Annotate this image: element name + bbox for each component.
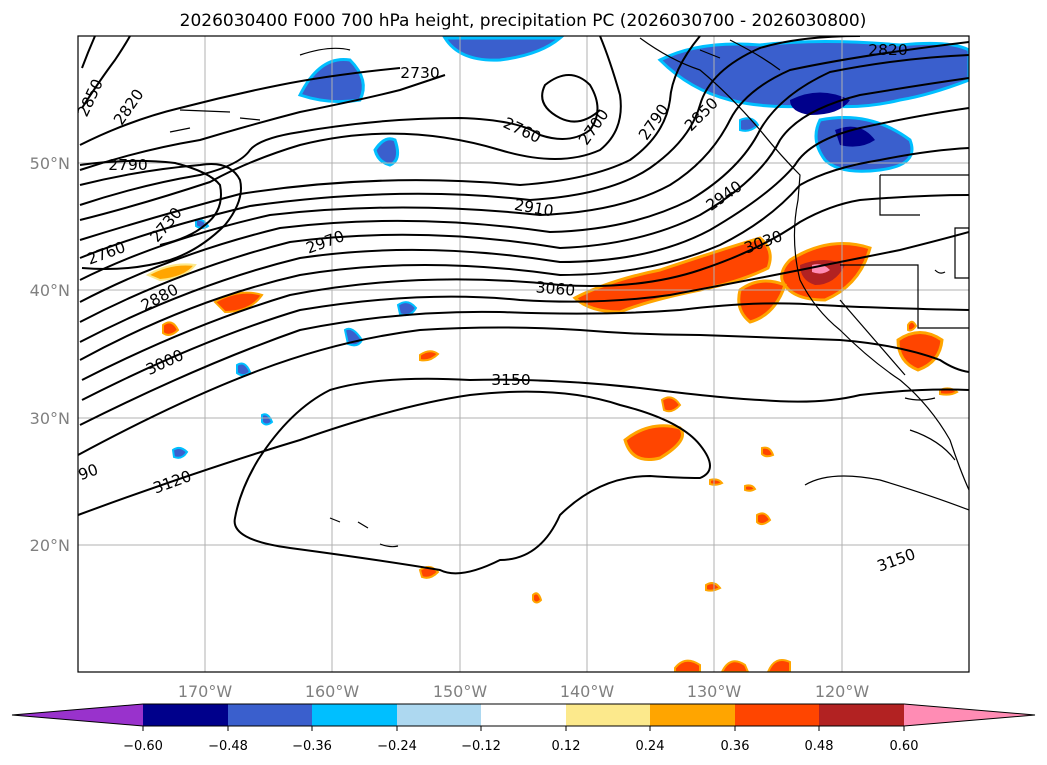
precip-area [373,137,400,167]
colorbar-tick-labels: −0.60 −0.48 −0.36 −0.24 −0.12 0.12 0.24 … [123,739,918,754]
precip-area [162,321,180,336]
lat-tick-label: 20°N [30,536,70,555]
colorbar-segment [228,704,312,726]
lon-tick-label: 150°W [433,682,488,701]
precip-area [737,279,787,324]
colorbar-segment [650,704,735,726]
contour-label: 90 [76,460,101,484]
lat-tick-label: 50°N [30,154,70,173]
latitude-tick-labels: 50°N 40°N 30°N 20°N [30,154,70,555]
precip-area [709,478,724,486]
lon-tick-label: 120°W [815,682,870,701]
colorbar-segment [819,704,904,726]
precip-area [660,396,682,413]
precip-area [261,413,274,426]
precip-area [756,512,772,526]
precip-area [766,659,791,672]
colorbar-segment [735,704,819,726]
precip-area [720,660,750,672]
colorbar-extend-low [12,704,143,726]
lat-tick-label: 40°N [30,281,70,300]
colorbar-tick-label: 0.48 [805,739,834,754]
precip-area [790,92,850,115]
lon-tick-label: 140°W [560,682,615,701]
colorbar-segment [566,704,650,726]
colorbar-tick-label: −0.36 [292,739,332,754]
colorbar-tick-label: 0.24 [636,739,665,754]
colorbar-tick-label: −0.60 [123,739,163,754]
precip-area [419,350,440,362]
colorbar-extend-high [904,704,1035,726]
precip-area [236,362,252,377]
colorbar-segment [397,704,481,726]
lon-tick-label: 160°W [305,682,360,701]
colorbar-segment [481,704,566,726]
colorbar-segment [143,704,228,726]
lat-tick-label: 30°N [30,409,70,428]
precip-area [907,320,918,332]
contour-label: 2730 [400,64,439,82]
precip-area [761,446,775,458]
colorbar-tick-label: −0.24 [377,739,417,754]
colorbar-tick-label: −0.12 [461,739,501,754]
map-panel[interactable]: 2850 2820 2730 2760 2700 2790 2850 2820 … [30,35,970,701]
precip-area [572,236,772,314]
colorbar-ticks [142,726,905,731]
longitude-tick-labels: 170°W 160°W 150°W 140°W 130°W 120°W [178,682,870,701]
precip-area [623,424,684,461]
map-frame [77,35,970,673]
colorbar-segment [312,704,397,726]
precip-area [744,484,757,492]
colorbar-tick-label: 0.12 [552,739,581,754]
precip-area [532,592,543,604]
precip-area [442,36,565,62]
precip-area [171,446,189,459]
colorbar-tick-label: 0.36 [721,739,750,754]
precip-area [674,659,701,672]
precip-area [705,582,722,592]
colorbar: −0.60 −0.48 −0.36 −0.24 −0.12 0.12 0.24 … [11,703,1036,754]
precip-positive-areas [145,236,959,672]
height-contours [78,36,969,575]
contour-label: 3150 [491,371,530,389]
lon-tick-label: 170°W [178,682,233,701]
contour-label: 2790 [108,156,147,174]
colorbar-tick-label: 0.60 [890,739,919,754]
precip-area [739,117,760,132]
colorbar-tick-label: −0.48 [208,739,248,754]
lon-tick-label: 130°W [687,682,742,701]
figure-title: 2026030400 F000 700 hPa height, precipit… [180,11,867,31]
contour-label: 3060 [535,278,576,299]
contour-label: 2820 [868,41,907,59]
coastlines [169,37,969,548]
gridlines [78,36,969,672]
precip-area [145,263,197,282]
